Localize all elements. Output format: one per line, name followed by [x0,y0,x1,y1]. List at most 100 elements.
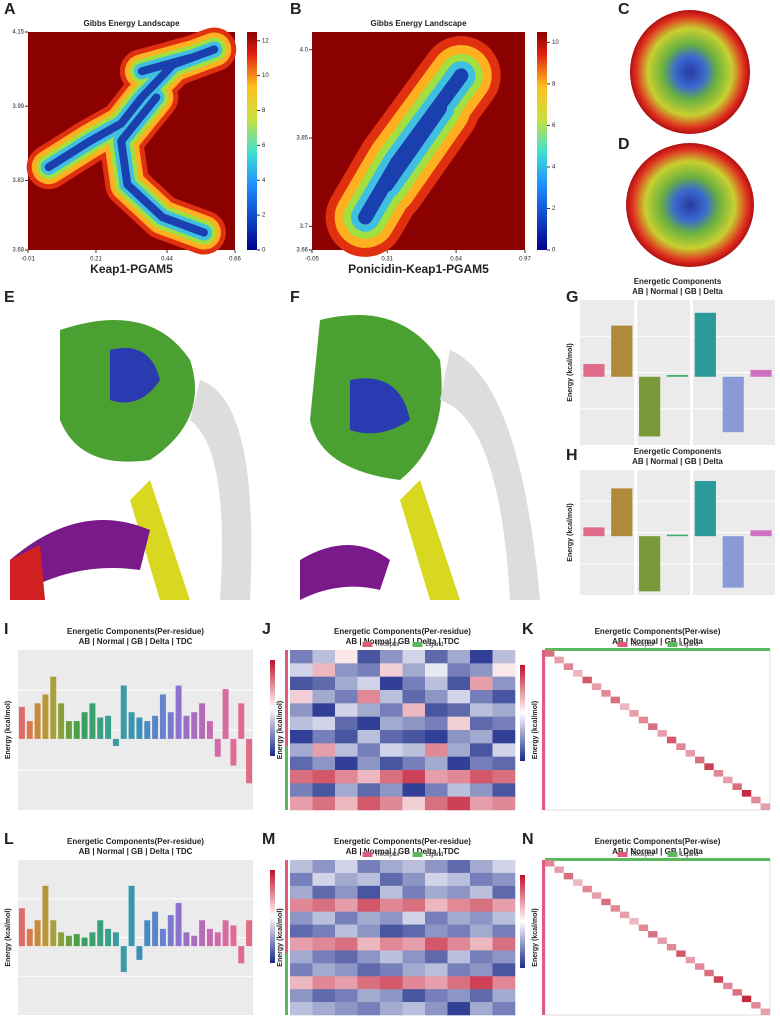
heat-cell [402,756,426,771]
colorbar [520,665,525,761]
x-tick-label: -0.01 [21,257,35,263]
heat-cell [380,872,403,887]
heat-cell [447,783,471,797]
chart-subtitle: AB | Normal | GB | Delta [632,457,723,466]
heat-cell [447,743,471,757]
colorbar [537,32,547,250]
heat-cell [335,676,358,691]
heat-cell [335,703,358,717]
heat-cell [447,963,471,977]
bar [58,932,65,947]
heat-cell [290,963,313,977]
panel-label: C [618,1,630,18]
heat-cell [335,690,358,704]
y-axis-label: Energy (kcal/mol) [5,908,12,966]
bar [97,717,104,739]
heat-cell [312,989,336,1003]
bar [112,932,119,947]
x-tick-label: 0.44 [161,257,173,263]
bar [183,932,190,947]
heat-cell [290,663,313,677]
y-axis-label: Energy (kcal/mol) [532,701,539,759]
heat-cell [447,690,471,704]
heat-cell [470,690,493,704]
heat-cell [380,783,403,797]
pair-cell [563,663,574,670]
bar [73,721,80,739]
molecule-images [10,10,754,600]
chart-title: Energetic Components [634,447,722,456]
bar [750,530,772,537]
heat-cell [447,730,471,744]
bar [167,712,174,739]
bar [222,689,229,739]
pair-cell [554,866,564,873]
pair-cell [648,931,658,938]
bar [206,721,213,739]
colorbar-label: 10 [552,40,559,46]
legend-swatch [362,642,373,647]
pair-cell [545,860,555,867]
heat-cell [425,756,448,771]
energy-surface [26,27,237,255]
heat-cell [470,989,493,1003]
legend-swatch [412,852,423,857]
legend-label: Ligand [426,852,444,858]
row-group [285,860,288,953]
heat-cell [470,796,493,811]
legend-swatch [617,642,628,647]
heat-cell [312,703,336,717]
heat-cell [357,885,381,900]
heat-cell [357,716,381,731]
bar [206,928,213,947]
bar [136,946,143,960]
heat-cell [312,756,336,771]
heat-cell [335,743,358,757]
bar [639,536,661,592]
pair-cell [760,1008,770,1015]
bar [112,738,119,746]
heat-cell [425,937,448,951]
heat-cell [447,937,471,951]
heat-cell [402,730,426,744]
heat-cell [335,663,358,677]
pair-cell [554,656,564,664]
heat-cell [492,1002,516,1016]
bar [191,712,198,739]
heat-cell [470,963,493,977]
bar [144,721,151,739]
x-tick-label: 0.21 [90,257,102,263]
heat-cell [380,885,403,900]
bar [26,928,33,947]
pair-cell [704,763,714,770]
bar [214,932,221,947]
col-group [542,860,545,1015]
heat-cell [380,976,403,990]
heat-cell [402,743,426,757]
heat-cell [357,898,381,912]
bar [50,920,57,947]
panel-label: D [618,136,630,153]
heat-cell [312,872,336,887]
bar [97,920,104,947]
heat-cell [470,650,493,664]
heat-cell [492,796,516,811]
heat-cell [447,911,471,925]
bar [238,703,245,739]
bar [666,534,689,537]
pair-cell [610,905,620,912]
panel-label: L [4,831,14,848]
chart-title: Energetic Components(Per-residue) [334,627,471,636]
pair-cell [601,898,611,906]
y-axis-label: Energy (kcal/mol) [277,908,284,966]
bar [583,363,605,377]
heat-cell [335,730,358,744]
heat-cell [290,860,313,874]
bar [167,915,174,947]
panel-label: I [4,621,8,638]
heat-cell [380,937,403,951]
heat-cell [380,989,403,1003]
heat-cell [357,730,381,744]
heat-cell [335,783,358,797]
